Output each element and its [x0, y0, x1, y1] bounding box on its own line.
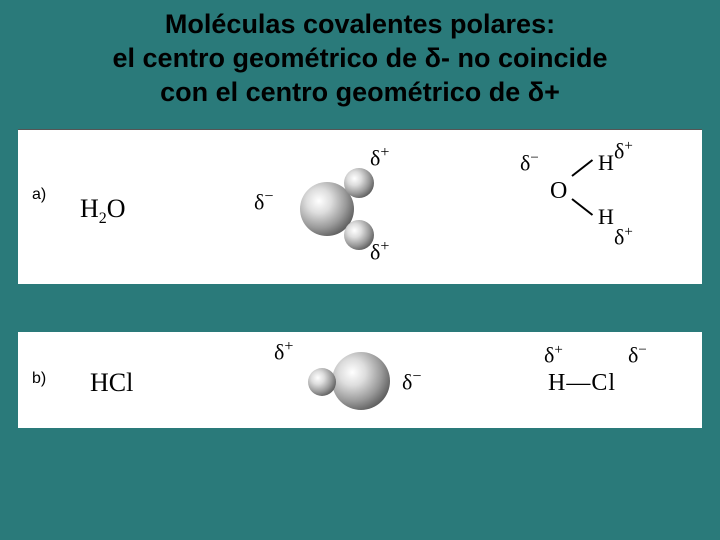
- delta-plus-top-a: δ+: [370, 144, 389, 171]
- panel-b: b) HCl δ+ δ− δ+ δ− H—Cl: [18, 332, 702, 428]
- formula-h2o: H2O: [80, 194, 126, 228]
- atom-hydrogen-1: [344, 168, 374, 198]
- title-line3: con el centro geométrico de δ+: [160, 77, 560, 107]
- formula-o: O: [107, 194, 126, 223]
- struct-h1: H: [598, 150, 614, 176]
- molecule-hcl: [308, 352, 394, 410]
- struct-dp2-a: δ+: [614, 224, 633, 250]
- label-b: b): [32, 370, 46, 388]
- title-line1: Moléculas covalentes polares:: [165, 9, 555, 39]
- atom-hydrogen-b: [308, 368, 336, 396]
- struct-o: O: [550, 178, 567, 205]
- bond-oh2: [571, 198, 593, 216]
- struct-h2: H: [598, 204, 614, 230]
- slide-title: Moléculas covalentes polares: el centro …: [0, 0, 720, 129]
- struct-dp-b: δ+: [544, 342, 563, 368]
- struct-dm-a: δ−: [520, 150, 539, 176]
- delta-plus-bottom-a: δ+: [370, 238, 389, 265]
- struct-dp1-a: δ+: [614, 138, 633, 164]
- molecule-h2o: [300, 168, 390, 248]
- title-line2: el centro geométrico de δ- no coincide: [113, 43, 608, 73]
- formula-hcl: HCl: [90, 368, 133, 398]
- label-a: a): [32, 186, 46, 204]
- delta-plus-b: δ+: [274, 338, 293, 365]
- panel-a: a) H2O δ− δ+ δ+ δ− O H H δ+ δ+: [18, 129, 702, 284]
- formula-sub2: 2: [99, 210, 107, 227]
- bond-oh1: [571, 159, 593, 177]
- formula-h: H: [80, 194, 99, 223]
- atom-chlorine: [332, 352, 390, 410]
- struct-hcl: H—Cl: [548, 370, 616, 397]
- delta-minus-a: δ−: [254, 188, 273, 215]
- struct-dm-b: δ−: [628, 342, 647, 368]
- delta-minus-b: δ−: [402, 368, 421, 395]
